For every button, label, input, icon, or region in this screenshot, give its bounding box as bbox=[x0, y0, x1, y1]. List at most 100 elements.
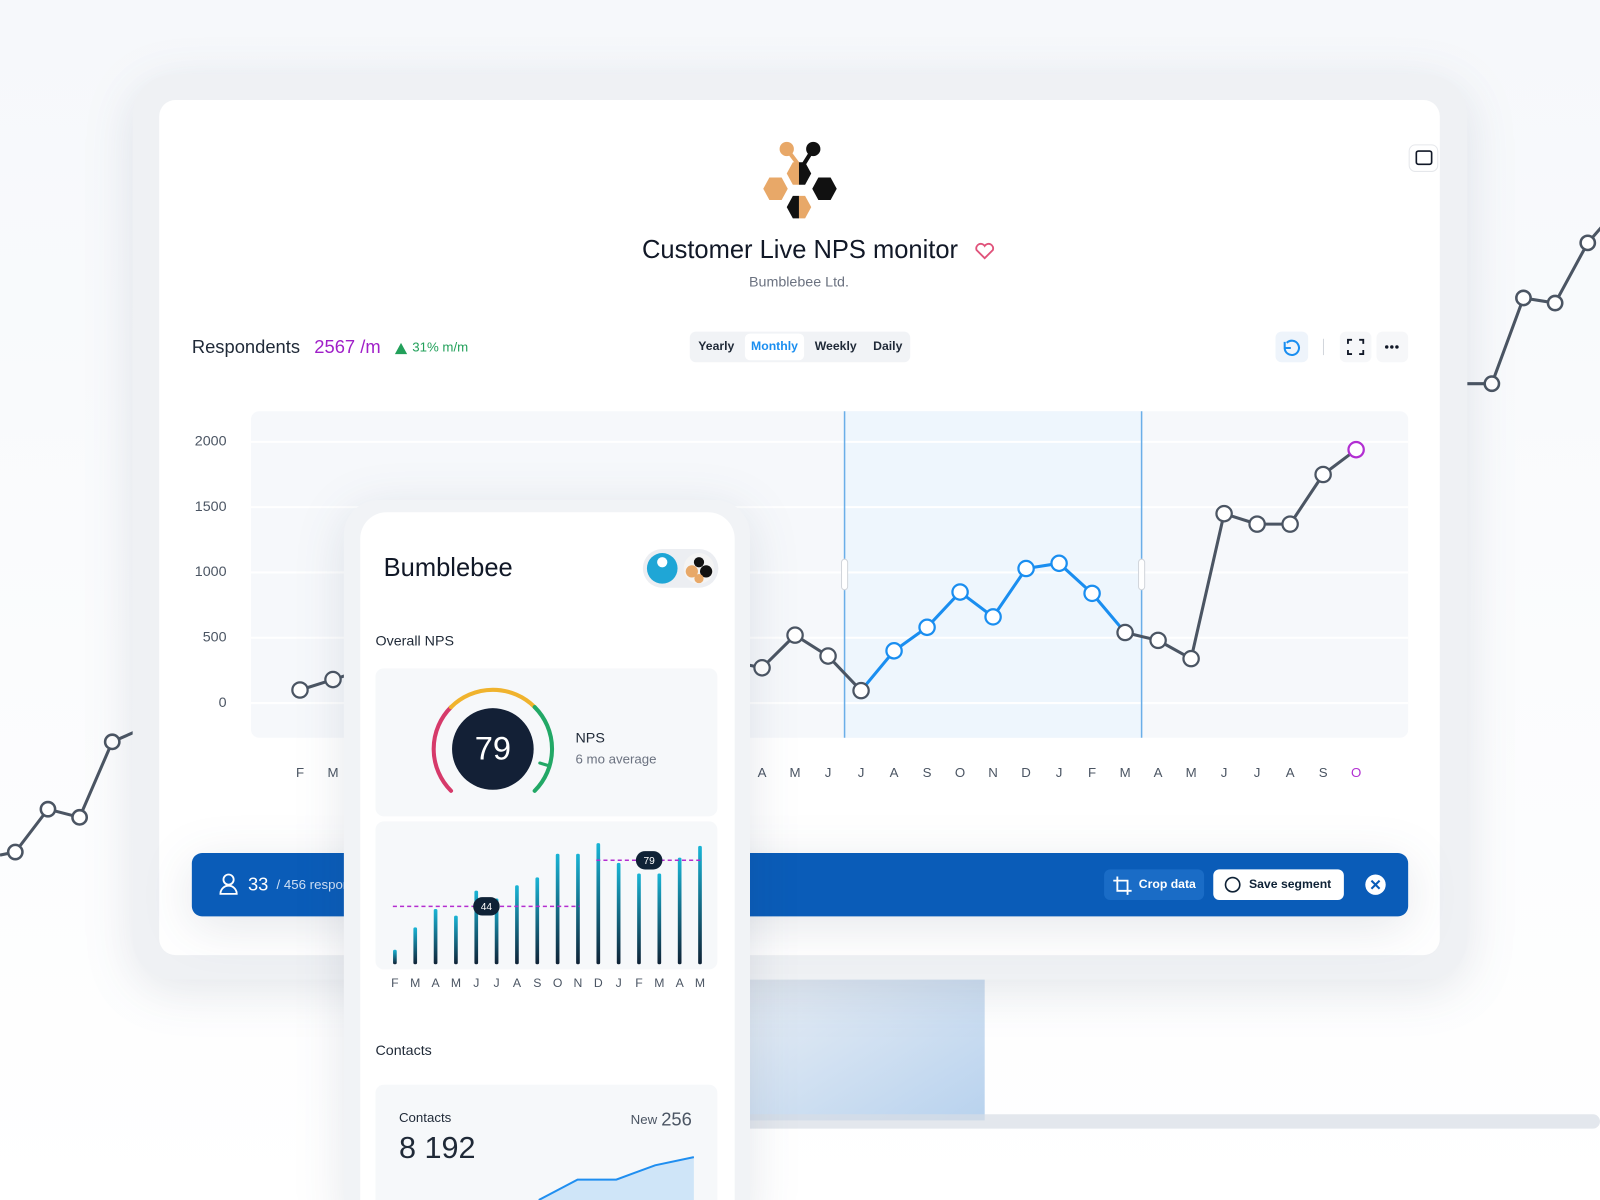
close-icon bbox=[1370, 879, 1381, 890]
x-tick-label: O bbox=[1351, 765, 1361, 780]
line-point bbox=[1017, 559, 1035, 578]
x-tick-label: O bbox=[553, 976, 563, 990]
tab[interactable]: Daily bbox=[873, 339, 902, 353]
fullscreen-icon bbox=[1347, 338, 1365, 355]
monitor: Customer Live NPS monitor Bumblebee Ltd.… bbox=[132, 74, 1468, 980]
undo-button[interactable] bbox=[1275, 331, 1309, 363]
line-point bbox=[1347, 440, 1365, 459]
contacts-card bbox=[375, 1084, 718, 1200]
gauge-card bbox=[375, 668, 718, 817]
bar bbox=[657, 873, 662, 965]
nps-heading: Overall NPS bbox=[376, 634, 454, 650]
respondents-change: 31% m/m bbox=[412, 339, 468, 354]
x-tick-label: F bbox=[635, 976, 642, 990]
bar bbox=[393, 949, 397, 965]
bar bbox=[535, 877, 540, 965]
monitor-stand bbox=[750, 977, 985, 1121]
x-tick-label: A bbox=[676, 976, 685, 990]
reference-label: 44 bbox=[481, 902, 493, 913]
line-point bbox=[984, 608, 1002, 626]
contacts-sparkline bbox=[538, 1156, 695, 1200]
title: Customer Live NPS monitor bbox=[642, 236, 959, 264]
more-icon bbox=[1385, 345, 1399, 349]
line-point bbox=[1149, 631, 1167, 650]
tab[interactable]: Yearly bbox=[698, 339, 734, 353]
bar bbox=[637, 873, 641, 965]
x-tick-label: S bbox=[1319, 765, 1328, 780]
x-tick-label: N bbox=[988, 765, 998, 780]
respondents-label: Respondents bbox=[192, 336, 300, 357]
line-point bbox=[291, 681, 309, 699]
selection-band bbox=[844, 411, 1142, 738]
x-tick-label: M bbox=[790, 765, 801, 780]
x-tick-label: A bbox=[513, 976, 522, 990]
crop-button[interactable] bbox=[1104, 869, 1205, 900]
save-button[interactable] bbox=[1213, 869, 1344, 900]
fullscreen-button[interactable] bbox=[1339, 331, 1372, 363]
gauge: 79 NPS 6 mo average bbox=[431, 687, 657, 793]
heart-icon bbox=[975, 242, 995, 260]
x-tick-label: N bbox=[574, 976, 583, 990]
x-tick-label: S bbox=[923, 765, 932, 780]
tab[interactable]: Weekly bbox=[815, 339, 857, 353]
phone-title: Bumblebee bbox=[384, 554, 513, 582]
decor-line-right bbox=[1465, 226, 1600, 393]
bar bbox=[413, 927, 418, 965]
bar bbox=[433, 909, 438, 965]
sparkline-line bbox=[538, 1156, 695, 1200]
reference-pill bbox=[635, 851, 663, 870]
avatar-user-head bbox=[657, 557, 668, 568]
bar bbox=[616, 862, 621, 965]
selection-handle bbox=[840, 558, 849, 591]
selection-handle bbox=[1138, 558, 1146, 591]
x-tick-label: J bbox=[494, 976, 500, 990]
x-tick-label: O bbox=[955, 765, 965, 780]
bar bbox=[555, 853, 560, 965]
x-tick-label: M bbox=[1120, 765, 1131, 780]
undo-icon bbox=[1283, 339, 1300, 357]
x-tick-label: M bbox=[695, 976, 705, 990]
contacts-heading: Contacts bbox=[376, 1043, 432, 1059]
bar bbox=[576, 853, 580, 965]
x-tick-label: J bbox=[1254, 765, 1261, 780]
panel-toggle[interactable] bbox=[1408, 144, 1439, 172]
tabs: Yearly Monthly Weekly Daily bbox=[698, 333, 903, 361]
respondents-rate: 2567 /m bbox=[314, 336, 380, 357]
bar-card bbox=[375, 821, 718, 970]
stand-shadow bbox=[714, 1114, 1600, 1129]
line-point bbox=[324, 670, 342, 689]
active-tab bbox=[744, 333, 805, 361]
line-point bbox=[1248, 515, 1266, 533]
x-tick-label: J bbox=[858, 765, 865, 780]
bar bbox=[698, 845, 702, 965]
save-icon bbox=[1224, 876, 1241, 893]
x-tick-label: A bbox=[890, 765, 899, 780]
avatar-logo bbox=[683, 553, 715, 584]
line-point bbox=[1314, 465, 1332, 484]
bar bbox=[596, 843, 601, 965]
gauge-center bbox=[452, 708, 534, 790]
x-tick-label: S bbox=[533, 976, 541, 990]
line-point bbox=[1215, 504, 1233, 523]
x-tick-label: J bbox=[473, 976, 479, 990]
panel-icon bbox=[1415, 150, 1433, 166]
new-count: 256 bbox=[661, 1108, 692, 1129]
line-point bbox=[852, 681, 870, 700]
x-tick-label: M bbox=[451, 976, 461, 990]
decor-line-left bbox=[0, 729, 139, 861]
logo bbox=[763, 141, 837, 219]
line-point bbox=[951, 583, 969, 601]
x-tick-label: J bbox=[1221, 765, 1228, 780]
y-tick-label: 500 bbox=[203, 630, 227, 646]
line-point bbox=[819, 647, 837, 665]
line-point bbox=[753, 659, 771, 677]
line-point bbox=[918, 618, 936, 637]
bar bbox=[677, 857, 682, 965]
line-point bbox=[1116, 623, 1134, 642]
gauge-marker bbox=[538, 761, 550, 767]
tab[interactable]: Monthly bbox=[751, 339, 798, 353]
crop-label: Crop data bbox=[1139, 877, 1196, 891]
save-label: Save segment bbox=[1249, 877, 1331, 891]
